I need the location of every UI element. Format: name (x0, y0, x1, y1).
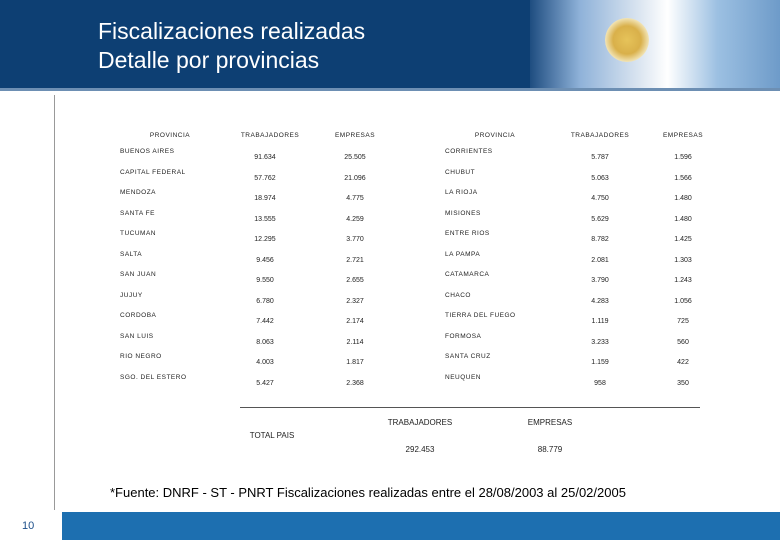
province-name: CORDOBA (120, 312, 157, 319)
cell-value: 8.782 (591, 236, 609, 243)
province-name: CATAMARCA (445, 271, 490, 278)
cell-value: 3.790 (591, 277, 609, 284)
column-header: TRABAJADORES (240, 132, 300, 139)
cell-value: 2.368 (346, 379, 364, 387)
totals-header: TRABAJADORES (387, 418, 453, 427)
cell-value: 958 (594, 379, 606, 387)
cell-value: 4.750 (591, 195, 609, 202)
cell-value: 4.775 (346, 195, 364, 202)
cell-value: 1.056 (674, 297, 692, 305)
cell-value: 2.655 (346, 277, 364, 284)
cell-value: 3.233 (591, 338, 609, 346)
province-name: TIERRA DEL FUEGO (445, 312, 516, 319)
cell-value: 1.159 (591, 359, 609, 366)
cell-value: 3.770 (346, 236, 364, 243)
cell-value: 1.480 (674, 195, 692, 202)
cell-value: 9.550 (256, 277, 274, 284)
cell-value: 422 (677, 359, 689, 366)
cell-value: 4.003 (256, 359, 274, 366)
province-name: CHUBUT (445, 168, 476, 176)
province-name: ENTRE RIOS (445, 230, 490, 237)
cell-value: 2.114 (346, 338, 364, 346)
sun-emblem (605, 18, 649, 62)
province-name: TUCUMAN (120, 230, 156, 237)
totals-value: 88.779 (537, 445, 563, 454)
header-rule (0, 88, 780, 91)
cell-value: 8.063 (256, 338, 274, 346)
source-note: *Fuente: DNRF - ST - PNRT Fiscalizacione… (110, 485, 626, 500)
flag-image (530, 0, 780, 88)
cell-value: 9.456 (256, 256, 274, 264)
cell-value: 725 (677, 318, 689, 325)
side-rule (54, 95, 55, 510)
cell-value: 2.174 (346, 318, 364, 325)
province-name: CAPITAL FEDERAL (120, 168, 186, 176)
totals-rule (240, 407, 700, 408)
cell-value: 6.780 (256, 297, 274, 305)
cell-value: 5.427 (256, 379, 274, 387)
cell-value: 1.243 (674, 277, 692, 284)
cell-value: 1.303 (674, 256, 692, 264)
province-name: LA RIOJA (445, 189, 478, 196)
totals-header: EMPRESAS (527, 418, 573, 427)
cell-value: 91.634 (254, 154, 276, 161)
province-name: CORRIENTES (445, 148, 493, 155)
cell-value: 18.974 (254, 195, 276, 202)
province-name: FORMOSA (445, 332, 482, 340)
column-header: EMPRESAS (334, 132, 376, 139)
province-name: SGO. DEL ESTERO (120, 373, 187, 381)
province-name: JUJUY (120, 291, 143, 299)
column-header: PROVINCIA (149, 132, 191, 139)
cell-value: 1.817 (346, 359, 364, 366)
title-line: Detalle por provincias (98, 47, 320, 73)
cell-value: 5.063 (591, 174, 609, 182)
province-name: MENDOZA (120, 189, 156, 196)
cell-value: 4.259 (346, 215, 364, 223)
column-header: EMPRESAS (662, 132, 704, 139)
province-name: SALTA (120, 250, 143, 258)
cell-value: 1.566 (674, 174, 692, 182)
province-name: SAN LUIS (120, 332, 154, 340)
cell-value: 25.505 (344, 154, 366, 161)
cell-value: 2.721 (346, 256, 364, 264)
cell-value: 1.425 (674, 236, 692, 243)
cell-value: 7.442 (256, 318, 274, 325)
cell-value: 1.480 (674, 215, 692, 223)
footer-band (0, 512, 780, 540)
page-box (0, 512, 62, 540)
cell-value: 5.629 (591, 215, 609, 223)
totals-value: 292.453 (405, 445, 435, 454)
page-number: 10 (22, 520, 35, 532)
province-name: BUENOS AIRES (120, 148, 175, 155)
province-name: SANTA CRUZ (445, 353, 491, 360)
cell-value: 57.762 (254, 174, 276, 182)
cell-value: 4.283 (591, 297, 609, 305)
cell-value: 2.081 (591, 256, 609, 264)
cell-value: 13.555 (254, 215, 276, 223)
cell-value: 1.596 (674, 154, 692, 161)
totals-label: TOTAL PAIS (249, 431, 295, 440)
header-band (0, 0, 530, 88)
column-header: TRABAJADORES (570, 132, 630, 139)
cell-value: 12.295 (254, 236, 276, 243)
cell-value: 2.327 (346, 297, 364, 305)
title-line: Fiscalizaciones realizadas (98, 18, 366, 44)
province-name: MISIONES (445, 209, 481, 217)
cell-value: 5.787 (591, 154, 609, 161)
province-name: NEUQUEN (445, 373, 482, 381)
province-name: RIO NEGRO (120, 353, 162, 360)
cell-value: 560 (677, 338, 689, 346)
province-name: LA PAMPA (445, 250, 481, 258)
province-name: CHACO (445, 291, 471, 299)
province-name: SAN JUAN (120, 271, 157, 278)
province-name: SANTA FE (120, 209, 155, 217)
cell-value: 1.119 (591, 318, 609, 325)
column-header: PROVINCIA (474, 132, 516, 139)
cell-value: 21.096 (344, 174, 366, 182)
cell-value: 350 (677, 379, 689, 387)
